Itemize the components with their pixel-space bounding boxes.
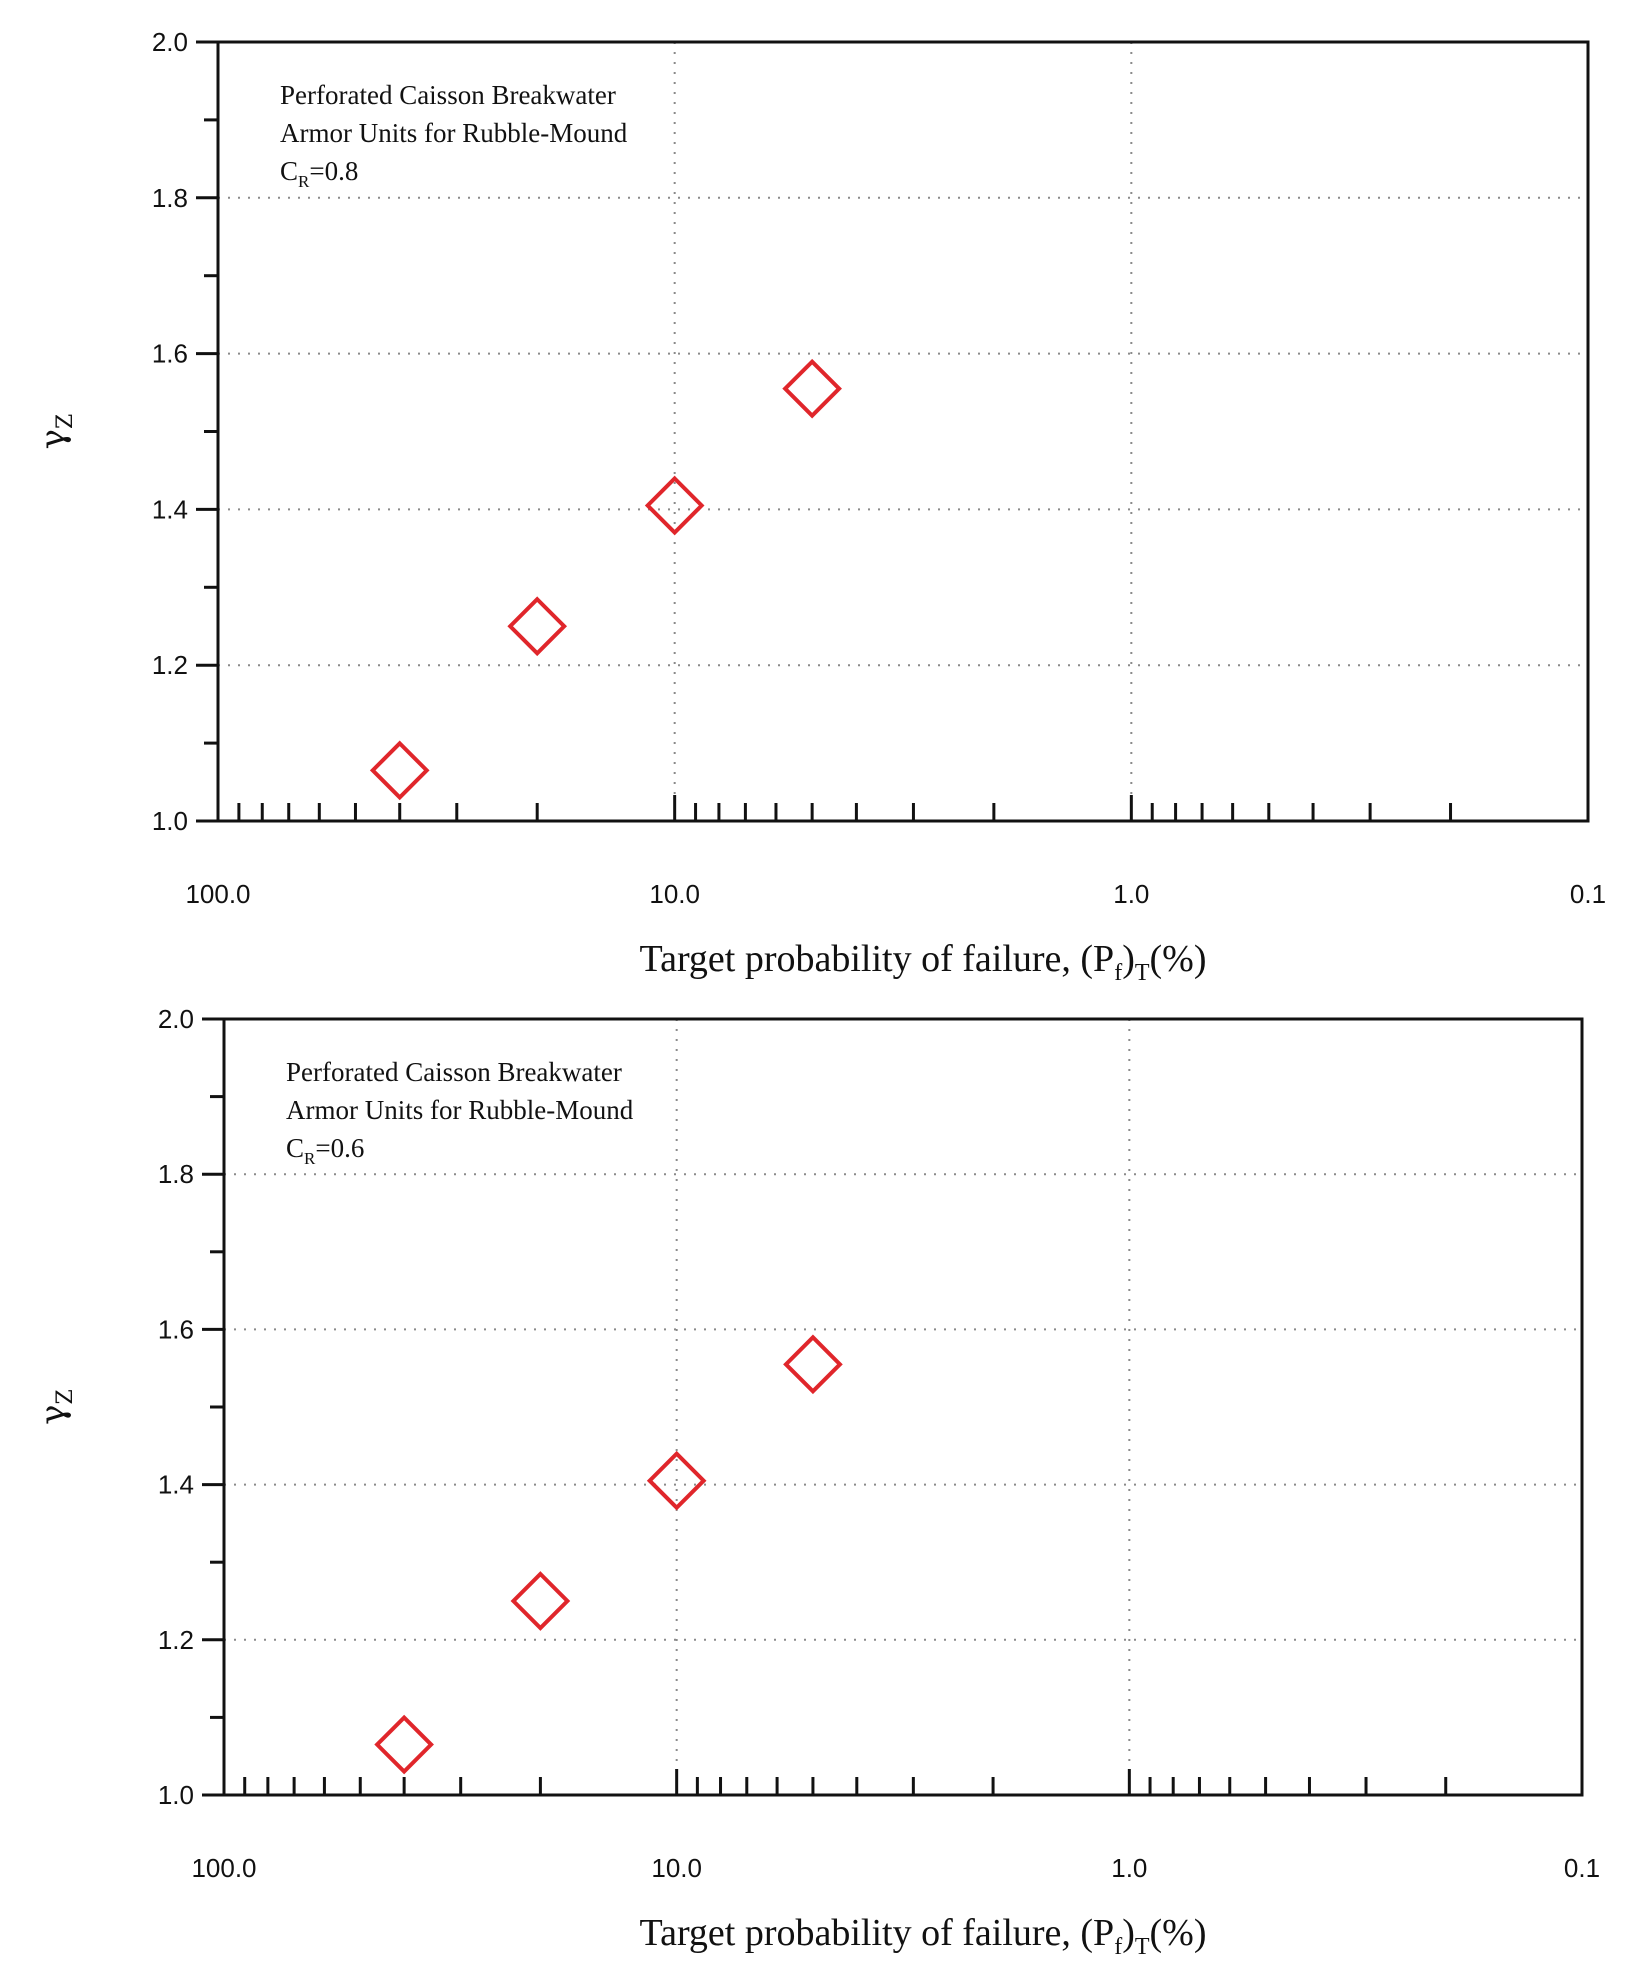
data-point	[510, 1571, 571, 1631]
x-axis-label-sub-t: T	[1135, 960, 1150, 986]
annotation-line: Armor Units for Rubble-Mound	[280, 118, 628, 148]
annotation-line: Armor Units for Rubble-Mound	[286, 1095, 634, 1125]
annotation-cr-main: C	[280, 156, 298, 186]
annotation-line: Perforated Caisson Breakwater	[280, 80, 616, 110]
y-tick-label: 1.2	[158, 1625, 194, 1655]
annotation-cr-value: =0.8	[309, 156, 358, 186]
x-axis-label-sub-f: f	[1114, 960, 1122, 986]
x-tick-label: 100.0	[191, 1853, 256, 1883]
x-tick-label: 1.0	[1113, 879, 1149, 909]
chart-panel-1: 1.0 1.2 1.4 1.6 1.8 2.0 100.0 10.0 1.0 0.1 Perfora…	[33, 27, 1606, 986]
y-axis-label: γZ	[33, 414, 78, 450]
y-tick-label: 1.8	[158, 1159, 194, 1189]
plot-frame	[216, 40, 1590, 823]
annotation-cr: CR=0.6	[286, 1133, 364, 1168]
data-point	[783, 1334, 843, 1395]
data-point	[644, 475, 705, 536]
y-axis-label: γZ	[33, 1389, 78, 1425]
y-axis-label-sub: Z	[53, 414, 78, 429]
data-point	[374, 1714, 434, 1775]
x-axis-label-main: Target probability of failure, (P	[640, 938, 1115, 980]
annotation-cr-sub: R	[304, 1149, 316, 1168]
x-axis-label: Target probability of failure, (Pf)T(%)	[640, 938, 1207, 986]
y-tick-label: 1.6	[158, 1314, 194, 1344]
y-tick-label: 1.4	[152, 494, 188, 524]
annotation-cr-main: C	[286, 1133, 304, 1163]
chart-panel-2: 1.0 1.2 1.4 1.6 1.8 2.0 100.0 10.0 1.0 0.1 Perfora…	[33, 1004, 1600, 1960]
annotation-cr: CR=0.8	[280, 156, 358, 191]
x-axis-label: Target probability of failure, (Pf)T(%)	[640, 1912, 1207, 1960]
x-axis-label-unit: (%)	[1150, 938, 1207, 980]
y-tick-label: 1.0	[158, 1780, 194, 1810]
annotation-line: Perforated Caisson Breakwater	[286, 1057, 622, 1087]
y-tick-label: 2.0	[152, 27, 188, 57]
x-axis-label-unit: (%)	[1150, 1912, 1207, 1954]
x-axis-label-sub-t: T	[1135, 1934, 1150, 1960]
annotation-cr-sub: R	[298, 172, 310, 191]
x-axis-label-sub-f: f	[1114, 1934, 1122, 1960]
y-tick-label: 1.8	[152, 183, 188, 213]
x-tick-label: 10.0	[651, 1853, 702, 1883]
x-axis-label-paren: )	[1122, 938, 1135, 980]
x-axis-label-main: Target probability of failure, (P	[640, 1912, 1115, 1954]
data-point	[646, 1450, 707, 1511]
y-tick-label: 1.0	[152, 806, 188, 836]
y-tick-label: 2.0	[158, 1004, 194, 1034]
y-tick-label: 1.6	[152, 339, 188, 369]
data-point	[507, 596, 568, 657]
x-tick-label: 100.0	[185, 879, 250, 909]
plot-frame	[222, 1017, 1584, 1797]
x-tick-label: 1.0	[1111, 1853, 1147, 1883]
data-point	[782, 358, 842, 419]
y-tick-label: 1.2	[152, 650, 188, 680]
y-tick-label: 1.4	[158, 1470, 194, 1500]
annotation-cr-value: =0.6	[315, 1133, 364, 1163]
x-tick-label: 10.0	[649, 879, 700, 909]
x-axis-label-paren: )	[1122, 1912, 1135, 1954]
y-axis-label-sub: Z	[53, 1389, 78, 1404]
data-point	[369, 740, 430, 801]
x-tick-label: 0.1	[1570, 879, 1606, 909]
y-axis-label-main: γ	[33, 429, 73, 449]
x-tick-label: 0.1	[1564, 1853, 1600, 1883]
y-axis-label-main: γ	[33, 1404, 73, 1424]
